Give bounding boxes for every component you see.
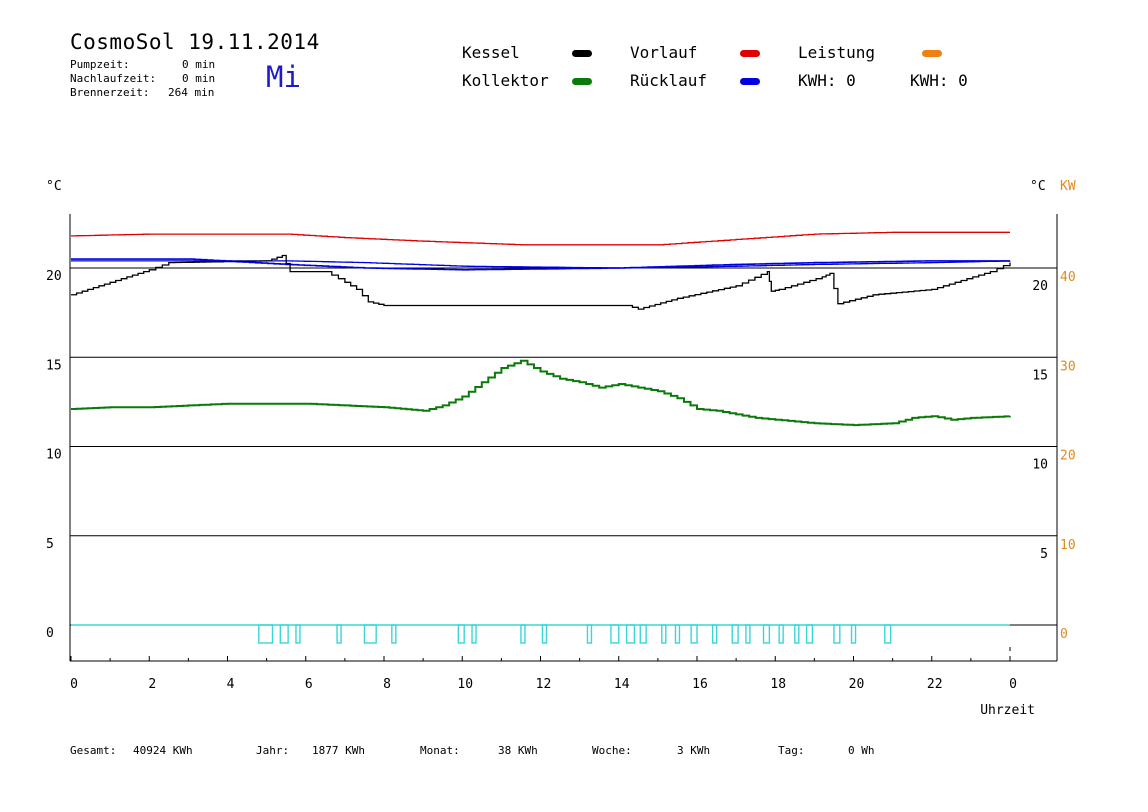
pump-interval bbox=[625, 624, 636, 644]
kw-tick-label: 30 bbox=[1060, 359, 1076, 374]
footer-woche-label: Woche: bbox=[592, 744, 632, 757]
kw-tick-label: 40 bbox=[1060, 270, 1076, 285]
x-tick-label: 0 bbox=[1009, 677, 1017, 692]
legend-vorlauf-swatch bbox=[740, 50, 760, 57]
legend-kollektor-label: Kollektor bbox=[462, 71, 549, 90]
pump-interval bbox=[778, 624, 784, 644]
x-axis-title: Uhrzeit bbox=[980, 703, 1035, 718]
chart-title: CosmoSol 19.11.2014 bbox=[70, 30, 320, 54]
x-tick-label: 10 bbox=[457, 677, 473, 692]
footer-woche-value: 3 KWh bbox=[677, 744, 711, 757]
pump-interval bbox=[762, 624, 771, 644]
y-right-tick-label: 15 bbox=[1032, 368, 1048, 383]
pump-interval bbox=[610, 624, 620, 644]
pump-interval bbox=[279, 624, 289, 644]
legend-kessel-swatch bbox=[572, 50, 592, 57]
pumpzeit-label: Pumpzeit: bbox=[70, 58, 130, 71]
pump-interval bbox=[850, 624, 857, 644]
pump-interval bbox=[674, 624, 681, 644]
legend-leistung-swatch bbox=[922, 50, 942, 57]
series-ruecklauf-secondary bbox=[71, 258, 1010, 271]
pump-interval bbox=[661, 624, 667, 644]
x-tick-label: 2 bbox=[148, 677, 156, 692]
y-left-tick-label: 20 bbox=[46, 269, 62, 284]
pump-interval bbox=[336, 624, 342, 644]
y-axis-right-unit: °C bbox=[1030, 179, 1046, 194]
chart-series bbox=[71, 231, 1011, 651]
legend-ruecklauf-label: Rücklauf bbox=[630, 71, 708, 90]
legend-leistung-label: Leistung bbox=[798, 43, 876, 62]
legend-vorlauf-label: Vorlauf bbox=[630, 43, 698, 62]
chart-labels: 0 2 4 6 8 10 12 14 16 18 20 22 0 °C °C KW Uhrzeit 0 5 10 15 2… bbox=[46, 179, 1076, 718]
nachlaufzeit-label: Nachlaufzeit: bbox=[70, 72, 157, 85]
y-left-tick-label: 10 bbox=[46, 448, 62, 463]
y-left-tick-label: 15 bbox=[46, 358, 62, 373]
x-tick-label: 20 bbox=[849, 677, 865, 692]
brennerzeit-value: 264 min bbox=[168, 86, 215, 99]
x-tick-label: 0 bbox=[70, 677, 78, 692]
series-vorlauf bbox=[71, 231, 1010, 246]
x-tick-label: 16 bbox=[692, 677, 708, 692]
x-tick-label: 6 bbox=[305, 677, 313, 692]
y-left-tick-label: 0 bbox=[46, 626, 54, 641]
nachlaufzeit-value: 0 min bbox=[182, 72, 216, 85]
y-right-tick-label: 5 bbox=[1040, 547, 1048, 562]
y-right-tick-label: 10 bbox=[1032, 458, 1048, 473]
y-left-tick-label: 5 bbox=[46, 537, 54, 552]
y-right-tick-label: 20 bbox=[1032, 279, 1048, 294]
kw-tick-label: 20 bbox=[1060, 449, 1076, 464]
x-tick-label: 12 bbox=[536, 677, 552, 692]
footer-gesamt-label: Gesamt: bbox=[70, 744, 117, 757]
pumpzeit-value: 0 min bbox=[182, 58, 216, 71]
x-tick-label: 4 bbox=[227, 677, 235, 692]
legend-kollektor-swatch bbox=[572, 78, 592, 85]
pump-interval bbox=[586, 624, 593, 644]
x-tick-label: 18 bbox=[770, 677, 786, 692]
series-kessel bbox=[71, 254, 1011, 310]
pump-interval bbox=[805, 624, 814, 644]
pump-interval bbox=[639, 624, 647, 644]
footer-gesamt-value: 40924 KWh bbox=[133, 744, 193, 757]
legend-ruecklauf-swatch bbox=[740, 78, 760, 85]
pump-interval bbox=[745, 624, 751, 644]
chart-axes bbox=[69, 214, 1058, 662]
weekday-label: Mi bbox=[266, 60, 301, 94]
chart-grid bbox=[70, 267, 1057, 626]
pump-interval bbox=[391, 624, 397, 644]
legend-kessel-label: Kessel bbox=[462, 43, 520, 62]
footer-jahr-label: Jahr: bbox=[256, 744, 290, 757]
footer-monat-label: Monat: bbox=[420, 744, 460, 757]
series-kollektor bbox=[71, 359, 1011, 427]
pump-interval bbox=[457, 624, 465, 644]
pump-interval bbox=[884, 624, 892, 644]
pump-interval bbox=[520, 624, 526, 644]
footer-monat-value: 38 KWh bbox=[498, 744, 538, 757]
pump-interval bbox=[295, 624, 301, 644]
footer-tag-value: 0 Wh bbox=[848, 744, 875, 757]
x-tick-label: 8 bbox=[383, 677, 391, 692]
y-axis-left-unit: °C bbox=[46, 179, 62, 194]
pump-interval bbox=[731, 624, 739, 644]
pump-interval bbox=[258, 624, 274, 644]
legend-kwh-orange: KWH: 0 bbox=[798, 71, 856, 90]
legend-kwh-purple: KWH: 0 bbox=[910, 71, 968, 90]
footer-jahr-value: 1877 KWh bbox=[312, 744, 365, 757]
pump-interval bbox=[363, 624, 377, 644]
kw-tick-label: 10 bbox=[1060, 538, 1076, 553]
pump-interval bbox=[541, 624, 548, 644]
pump-interval bbox=[711, 624, 718, 644]
brennerzeit-label: Brennerzeit: bbox=[70, 86, 150, 99]
pump-interval bbox=[794, 624, 800, 644]
kw-tick-label: 0 bbox=[1060, 627, 1068, 642]
pump-interval bbox=[833, 624, 841, 644]
x-tick-label: 22 bbox=[927, 677, 943, 692]
footer-tag-label: Tag: bbox=[778, 744, 805, 757]
x-tick-label: 14 bbox=[614, 677, 630, 692]
kw-axis-unit: KW bbox=[1060, 179, 1076, 194]
pump-interval bbox=[471, 624, 477, 644]
pump-interval bbox=[690, 624, 698, 644]
